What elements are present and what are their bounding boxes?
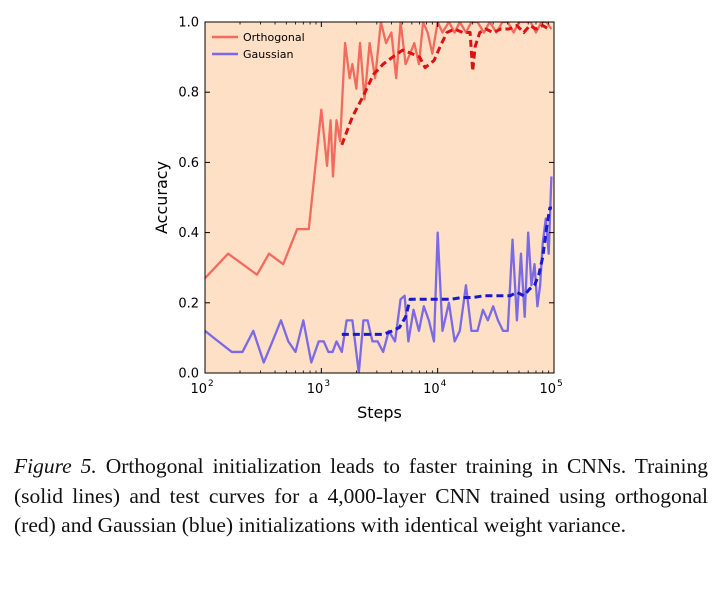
x-tick-label: 10 4 [423,379,447,397]
caption-body: Training (solid lines) and test curves f… [14,454,709,537]
x-tick-label-exponent: 2 [208,379,214,389]
x-tick-label: 10 5 [539,379,562,397]
axis-layer: 0.00.20.40.60.81.010 2 10 3 10 4 10 5 [178,16,562,398]
x-tick-label: 10 3 [307,379,330,397]
series-layer [205,22,553,373]
y-tick-label: 1.0 [178,16,199,31]
caption-title: Orthogonal initialization leads to faste… [96,454,627,478]
x-tick-label-base: 10 [539,382,556,397]
y-tick-label: 0.4 [178,226,199,241]
x-tick-label-exponent: 5 [557,379,563,389]
x-tick-label-exponent: 3 [324,379,330,389]
y-tick-label: 0.6 [178,156,199,171]
y-tick-label: 0.0 [178,367,199,382]
x-tick-label-base: 10 [307,382,324,397]
legend-label-orthogonal: Orthogonal [243,31,305,44]
legend-label-gaussian: Gaussian [243,48,293,61]
y-tick-label: 0.8 [178,86,199,101]
x-tick-label-base: 10 [190,382,207,397]
series-line-gaussian-train [205,176,553,373]
figure-caption: Figure 5. Orthogonal initialization lead… [14,452,708,541]
x-tick-label-exponent: 4 [441,379,447,389]
x-axis-label: Steps [357,403,402,422]
series-line-orthogonal-test [340,24,550,146]
y-tick-label: 0.2 [178,296,199,311]
legend: Orthogonal Gaussian [212,31,305,61]
plot-area-frame [204,21,555,374]
y-axis-label: Accuracy [152,161,171,234]
series-line-orthogonal-train [205,22,553,280]
plot-area-background [205,22,554,373]
caption-label: Figure 5. [14,454,97,478]
series-line-gaussian-test [341,206,552,336]
x-tick-label-base: 10 [423,382,440,397]
x-tick-label: 10 2 [190,379,213,397]
accuracy-chart: 0.00.20.40.60.81.010 2 10 3 10 4 10 5 Orthogona… [152,16,563,423]
